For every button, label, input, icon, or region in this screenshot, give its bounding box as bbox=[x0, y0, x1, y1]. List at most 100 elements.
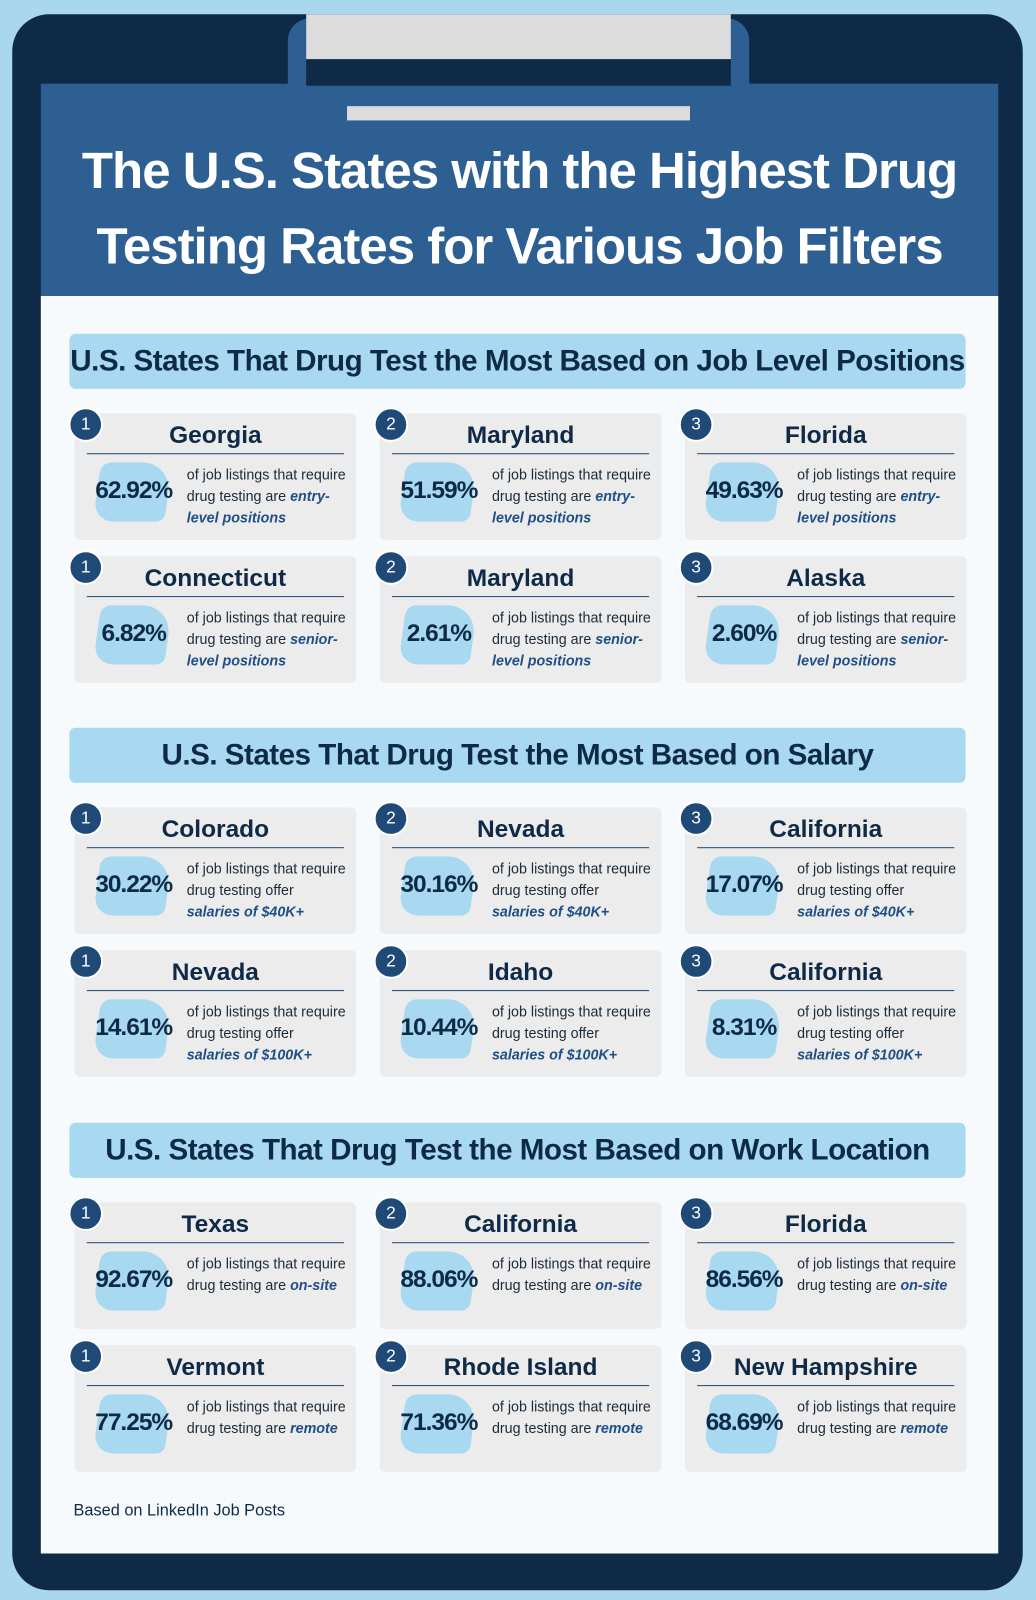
stat-card: 1 Connecticut 6.82% of job listings that re… bbox=[68, 550, 357, 683]
description-emphasis: salaries of $40K+ bbox=[491, 903, 610, 920]
description-text: of job listings that require drug testin… bbox=[491, 466, 651, 505]
rank-badge: 1 bbox=[68, 1339, 104, 1374]
rank-badge: 3 bbox=[678, 407, 714, 442]
footnote: Based on LinkedIn Job Posts bbox=[73, 1502, 286, 1520]
rank-badge: 1 bbox=[68, 801, 104, 836]
description-text: of job listings that require drug testin… bbox=[797, 609, 957, 648]
percentage: 62.92% bbox=[95, 476, 173, 505]
percentage: 71.36% bbox=[400, 1408, 478, 1437]
description-text: of job listings that require drug testin… bbox=[186, 1255, 346, 1294]
description: of job listings that require drug testin… bbox=[797, 858, 960, 922]
state-name: Colorado bbox=[86, 811, 344, 849]
description-emphasis: on-site bbox=[290, 1276, 337, 1294]
state-name: Texas bbox=[86, 1206, 344, 1244]
description-text: of job listings that require drug testin… bbox=[186, 1398, 346, 1437]
state-name: California bbox=[697, 954, 955, 992]
percentage: 14.61% bbox=[95, 1013, 173, 1042]
description: of job listings that require drug testin… bbox=[187, 1253, 350, 1296]
description-emphasis: salaries of $100K+ bbox=[491, 1046, 618, 1063]
description-text: of job listings that require drug testin… bbox=[491, 609, 651, 648]
description-emphasis: entry-level positions bbox=[797, 487, 941, 526]
stat-card: 2 Idaho 10.44% of job listings that require… bbox=[373, 944, 662, 1077]
description: of job listings that require drug testin… bbox=[797, 1001, 960, 1065]
description: of job listings that require drug testin… bbox=[492, 858, 655, 922]
rank-badge: 2 bbox=[373, 1339, 409, 1374]
stat-card: 2 Maryland 2.61% of job listings that requi… bbox=[373, 550, 662, 683]
state-name: Maryland bbox=[391, 417, 650, 455]
percentage: 2.61% bbox=[406, 619, 472, 648]
description-text: of job listings that require drug testin… bbox=[491, 1003, 651, 1042]
description: of job listings that require drug testin… bbox=[187, 464, 350, 528]
description-emphasis: remote bbox=[900, 1419, 949, 1437]
description: of job listings that require drug testin… bbox=[187, 1396, 350, 1439]
section-heading: U.S. States That Drug Test the Most Base… bbox=[69, 727, 966, 783]
description: of job listings that require drug testin… bbox=[797, 1253, 960, 1296]
state-name: Georgia bbox=[86, 417, 344, 455]
description-text: of job listings that require drug testin… bbox=[491, 1255, 651, 1294]
description-text: of job listings that require drug testin… bbox=[186, 609, 346, 648]
description-emphasis: senior-level positions bbox=[797, 630, 949, 669]
stat-card: 3 California 8.31% of job listings that req… bbox=[678, 944, 967, 1077]
description: of job listings that require drug testin… bbox=[797, 607, 960, 671]
rank-badge: 1 bbox=[68, 407, 104, 442]
stat-card: 1 Georgia 62.92% of job listings that requi… bbox=[68, 407, 357, 540]
description-emphasis: on-site bbox=[900, 1276, 948, 1294]
percentage: 51.59% bbox=[400, 476, 478, 505]
description-emphasis: senior-level positions bbox=[491, 630, 643, 669]
description-emphasis: salaries of $40K+ bbox=[186, 903, 304, 920]
percentage: 68.69% bbox=[705, 1408, 784, 1437]
rank-badge: 1 bbox=[68, 1196, 104, 1231]
state-name: Vermont bbox=[86, 1349, 344, 1387]
description-text: of job listings that require drug testin… bbox=[186, 1003, 346, 1042]
description: of job listings that require drug testin… bbox=[492, 464, 655, 528]
state-name: Florida bbox=[697, 1206, 955, 1244]
state-name: Idaho bbox=[391, 954, 650, 992]
description-emphasis: entry-level positions bbox=[491, 487, 635, 526]
description-text: of job listings that require drug testin… bbox=[797, 1003, 957, 1042]
description-emphasis: remote bbox=[595, 1419, 643, 1437]
description-emphasis: on-site bbox=[595, 1276, 643, 1294]
rank-badge: 1 bbox=[68, 550, 104, 585]
stat-card: 1 Nevada 14.61% of job listings that requir… bbox=[68, 944, 357, 1077]
description: of job listings that require drug testin… bbox=[492, 1396, 655, 1439]
percentage: 10.44% bbox=[400, 1013, 478, 1042]
stat-card: 3 Alaska 2.60% of job listings that require… bbox=[678, 550, 967, 683]
rank-badge: 1 bbox=[68, 944, 104, 979]
percentage: 30.16% bbox=[400, 870, 478, 899]
stat-card: 2 California 88.06% of job listings that re… bbox=[373, 1196, 662, 1329]
percentage: 92.67% bbox=[95, 1265, 173, 1294]
description-text: of job listings that require drug testin… bbox=[186, 466, 346, 505]
percentage: 77.25% bbox=[95, 1408, 173, 1437]
stat-card: 1 Texas 92.67% of job listings that require… bbox=[68, 1196, 357, 1329]
rank-badge: 3 bbox=[678, 1339, 714, 1374]
description: of job listings that require drug testin… bbox=[797, 1396, 960, 1439]
description-emphasis: entry-level positions bbox=[186, 487, 330, 526]
percentage: 88.06% bbox=[400, 1265, 478, 1294]
description-text: of job listings that require drug testin… bbox=[797, 466, 957, 505]
title: The U.S. States with the Highest Drug Te… bbox=[81, 141, 958, 275]
state-name: California bbox=[697, 811, 955, 849]
state-name: Florida bbox=[697, 417, 955, 455]
stat-card: 2 Rhode Island 71.36% of job listings that … bbox=[373, 1339, 662, 1472]
percentage: 8.31% bbox=[711, 1013, 777, 1042]
percentage: 6.82% bbox=[101, 619, 167, 648]
state-name: Nevada bbox=[391, 811, 650, 849]
clip-top bbox=[306, 14, 731, 60]
stat-card: 2 Nevada 30.16% of job listings that requir… bbox=[373, 801, 662, 934]
description-emphasis: salaries of $40K+ bbox=[797, 903, 915, 920]
description-text: of job listings that require drug testin… bbox=[491, 1398, 651, 1437]
rank-badge: 2 bbox=[373, 801, 409, 836]
description: of job listings that require drug testin… bbox=[797, 464, 960, 528]
rank-badge: 2 bbox=[373, 407, 409, 442]
description-emphasis: salaries of $100K+ bbox=[797, 1046, 923, 1063]
stat-card: 3 New Hampshire 68.69% of job listings that… bbox=[678, 1339, 967, 1472]
rank-badge: 3 bbox=[678, 944, 714, 979]
state-name: Connecticut bbox=[86, 560, 344, 598]
description: of job listings that require drug testin… bbox=[492, 607, 655, 671]
state-name: California bbox=[391, 1206, 650, 1244]
percentage: 2.60% bbox=[711, 619, 777, 648]
stat-card: 3 California 17.07% of job listings that re… bbox=[678, 801, 967, 934]
rank-badge: 3 bbox=[678, 550, 714, 585]
stat-card: 1 Vermont 77.25% of job listings that requi… bbox=[68, 1339, 357, 1472]
rank-badge: 2 bbox=[373, 550, 409, 585]
